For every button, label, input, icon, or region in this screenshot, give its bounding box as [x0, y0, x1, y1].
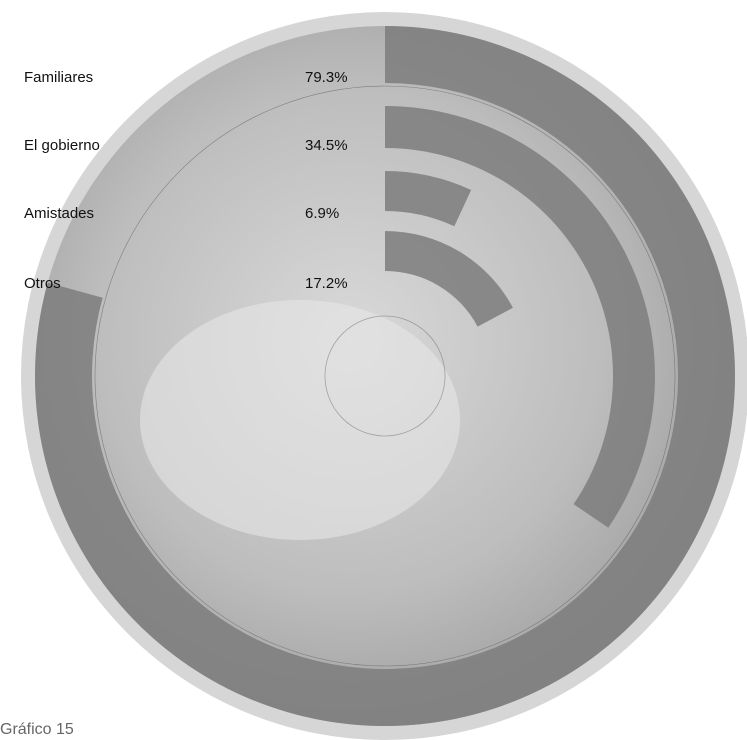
category-label: Otros [24, 275, 61, 292]
value-label: 34.5% [305, 137, 348, 154]
category-label: El gobierno [24, 137, 100, 154]
ring-line [94, 85, 676, 667]
value-label: 6.9% [305, 205, 339, 222]
radial-bar [385, 171, 472, 227]
photo-highlight [140, 300, 460, 540]
category-label: Familiares [24, 69, 93, 86]
ring-line [324, 315, 446, 437]
value-label: 17.2% [305, 275, 348, 292]
radial-bar [385, 106, 655, 528]
radial-bar [385, 231, 513, 327]
caption: Gráfico 15 [0, 721, 74, 738]
value-label: 79.3% [305, 69, 348, 86]
category-label: Amistades [24, 205, 94, 222]
